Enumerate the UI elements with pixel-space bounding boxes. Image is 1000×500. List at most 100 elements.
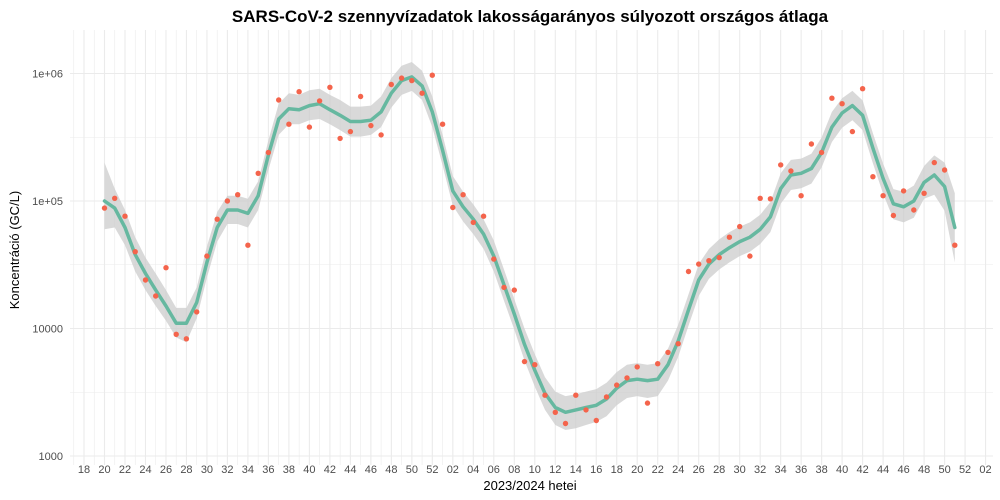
data-point (767, 196, 774, 202)
data-point (204, 253, 210, 259)
data-point (941, 167, 948, 173)
data-point (859, 86, 866, 92)
data-point (101, 205, 108, 211)
data-point (491, 256, 497, 262)
x-tick-label: 52 (426, 464, 438, 476)
data-point (921, 190, 927, 196)
data-point (398, 75, 405, 81)
data-point (737, 223, 743, 230)
data-point (347, 128, 354, 135)
data-point (655, 361, 661, 367)
data-point (952, 242, 958, 248)
y-axis-title: Koncentráció (GC/L) (7, 191, 22, 310)
x-tick-label: 44 (877, 464, 889, 476)
data-point (450, 204, 456, 211)
x-tick-label: 44 (344, 464, 356, 476)
data-point (214, 216, 220, 222)
x-tick-label: 48 (918, 464, 930, 476)
data-point (665, 349, 671, 356)
x-tick-label: 28 (180, 464, 192, 476)
data-point (163, 265, 169, 271)
data-point (624, 375, 630, 381)
x-tick-label: 42 (856, 464, 868, 476)
data-point (542, 392, 548, 398)
data-point (255, 170, 261, 176)
x-tick-label: 32 (221, 464, 233, 476)
data-point (634, 364, 640, 370)
data-point (706, 258, 712, 264)
x-tick-label: 38 (283, 464, 295, 476)
data-point (183, 336, 190, 342)
x-tick-label: 50 (938, 464, 950, 476)
x-tick-label: 24 (139, 464, 151, 476)
data-point (778, 162, 784, 168)
data-point (532, 362, 538, 368)
x-tick-label: 08 (508, 464, 520, 476)
x-tick-label: 36 (795, 464, 807, 476)
x-tick-label: 40 (836, 464, 848, 476)
x-tick-label: 18 (611, 464, 623, 476)
data-point (675, 341, 681, 347)
data-point (337, 135, 343, 142)
data-point (224, 198, 231, 204)
data-point (849, 128, 856, 135)
x-tick-label: 22 (119, 464, 131, 476)
x-tick-label: 46 (365, 464, 377, 476)
data-point (593, 417, 599, 424)
data-point (460, 192, 466, 198)
data-point (880, 193, 886, 199)
data-point (194, 309, 200, 315)
x-tick-label: 02 (447, 464, 459, 476)
x-tick-label: 42 (324, 464, 336, 476)
data-point (327, 84, 333, 91)
x-axis-ticks: 18 20 22 24 26 28 30 32 34 36 38 40 42 44 46 48 50 52 02 04… (78, 464, 992, 476)
smooth-trend-line (102, 75, 957, 415)
data-point (900, 188, 907, 194)
x-tick-label: 18 (78, 464, 90, 476)
data-point (716, 254, 722, 261)
data-point (142, 277, 149, 283)
data-point (439, 121, 446, 127)
data-point (235, 192, 241, 198)
data-point (757, 195, 763, 201)
data-point (122, 213, 128, 219)
x-tick-label: 40 (303, 464, 315, 476)
data-point (911, 207, 917, 213)
x-tick-label: 26 (693, 464, 705, 476)
data-point (839, 101, 845, 107)
x-tick-label: 02 (979, 464, 991, 476)
x-tick-label: 20 (631, 464, 643, 476)
data-point (112, 195, 118, 201)
data-point (153, 293, 159, 299)
data-point (357, 93, 364, 100)
data-point (685, 268, 692, 275)
x-axis-title: 2023/2024 hetei (483, 478, 576, 493)
data-point (316, 98, 323, 104)
data-point (696, 261, 702, 267)
x-tick-label: 16 (590, 464, 602, 476)
x-tick-label: 04 (467, 464, 479, 476)
y-axis-ticks: 1000 10000 1e+05 1e+06 (32, 69, 63, 464)
data-point (276, 97, 282, 103)
y-tick-label: 1000 (39, 451, 63, 463)
data-point (552, 409, 558, 415)
x-tick-label: 20 (98, 464, 110, 476)
data-point (808, 141, 815, 147)
data-point (747, 253, 753, 259)
data-point (286, 121, 292, 127)
data-point (470, 219, 476, 226)
data-point (368, 122, 374, 129)
x-tick-label: 52 (959, 464, 971, 476)
data-point (573, 392, 579, 398)
x-tick-label: 32 (754, 464, 766, 476)
data-point (931, 159, 937, 166)
data-point (511, 287, 517, 293)
data-point (245, 242, 251, 248)
chart-title: SARS-CoV-2 szennyvízadatok lakosságarány… (232, 7, 829, 26)
data-point (132, 249, 138, 255)
x-tick-label: 10 (529, 464, 541, 476)
x-tick-label: 30 (201, 464, 213, 476)
data-point (378, 132, 384, 138)
data-point (603, 394, 610, 400)
